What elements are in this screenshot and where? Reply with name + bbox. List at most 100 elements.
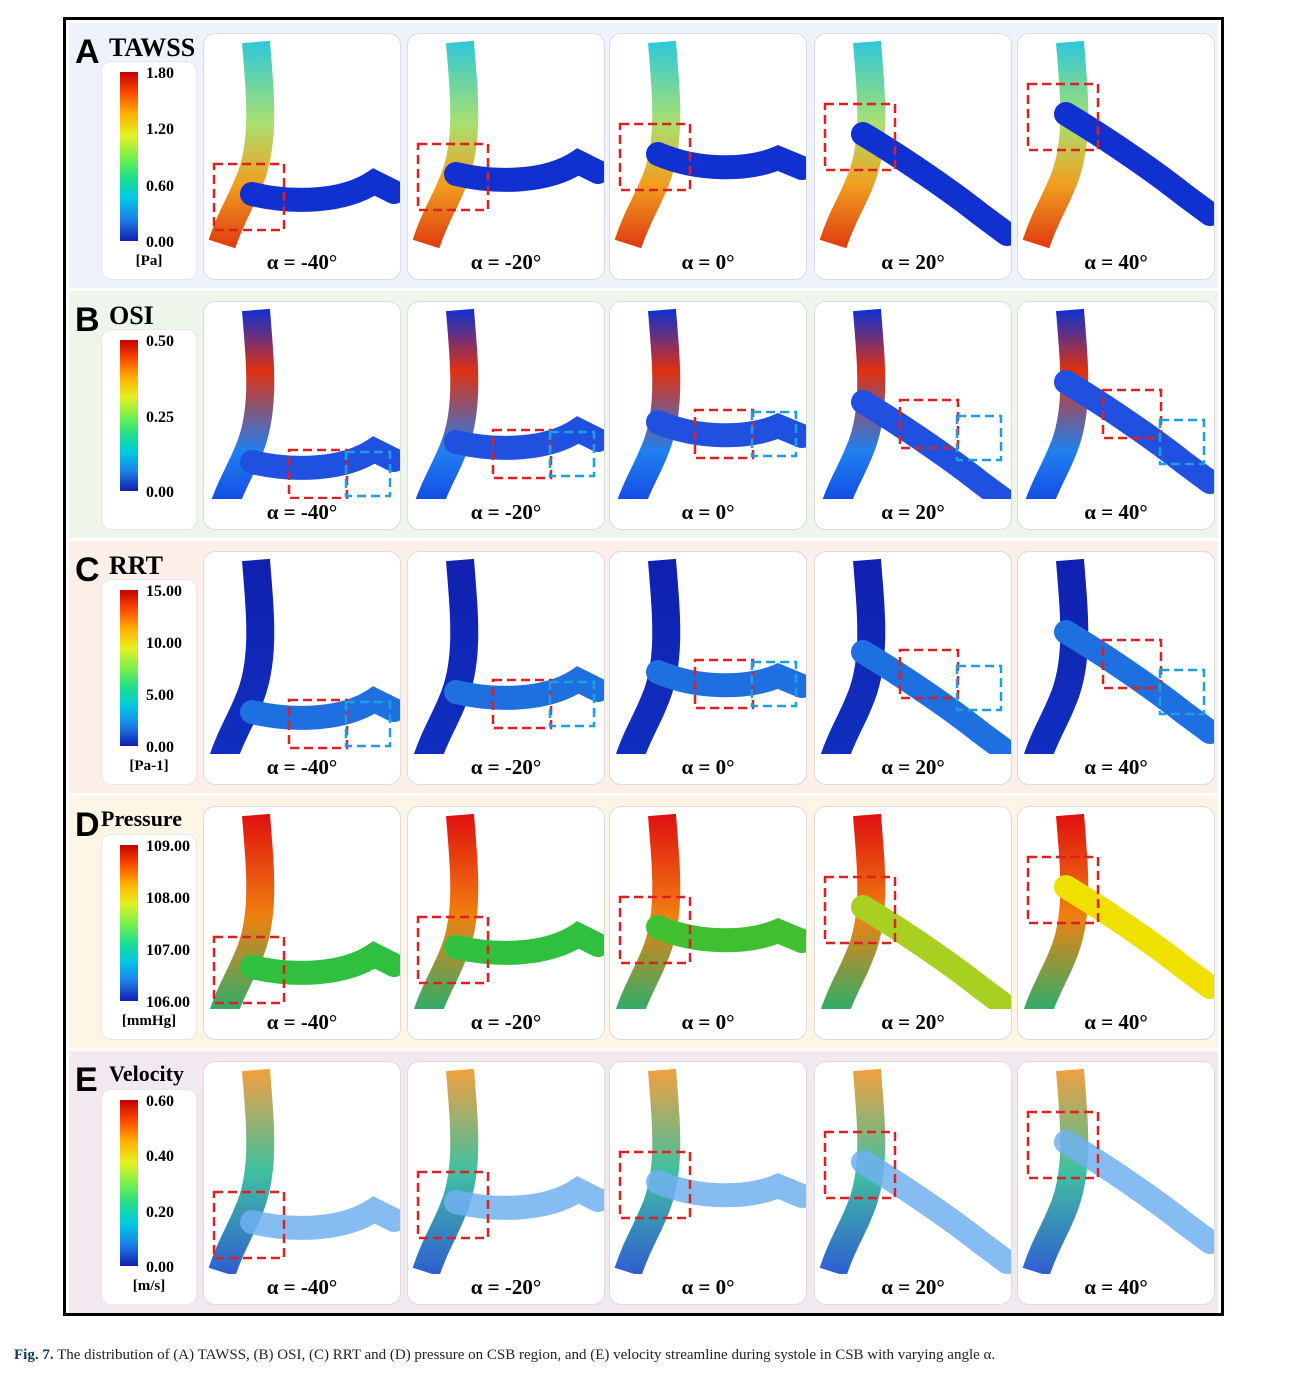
row-letter: B bbox=[75, 301, 100, 339]
main-vessel bbox=[1023, 813, 1089, 1009]
row-e-band: E Velocity 0.60 0.40 0.20 0.00 [m/s] α = -40° α … bbox=[69, 1051, 1218, 1313]
model-panel-e-2: α = 0° bbox=[609, 1061, 807, 1305]
vessel-model-svg bbox=[1023, 813, 1214, 1009]
highlight-box-red bbox=[491, 678, 553, 730]
highlight-box-red bbox=[618, 895, 692, 965]
bypass-branch bbox=[646, 915, 806, 953]
model-panel-c-3: α = 20° bbox=[814, 551, 1012, 785]
vessel-model-svg bbox=[1023, 558, 1214, 754]
bypass-branch bbox=[851, 122, 1011, 246]
angle-label: α = 0° bbox=[681, 1010, 735, 1034]
main-vessel bbox=[209, 558, 275, 754]
model-panel-e-3: α = 20° bbox=[814, 1061, 1012, 1305]
colorbar-tick-label: 0.00 bbox=[146, 234, 174, 251]
vessel-model-svg bbox=[413, 813, 604, 1009]
main-vessel bbox=[412, 1068, 479, 1274]
colorbar-unit: [mmHg] bbox=[121, 1013, 177, 1029]
angle-label: α = 20° bbox=[881, 1275, 945, 1299]
model-panel-d-1: α = -20° bbox=[407, 806, 605, 1040]
model-panel-a-1: α = -20° bbox=[407, 33, 605, 280]
angle-label: α = -20° bbox=[470, 755, 542, 779]
vessel-model-svg bbox=[415, 308, 604, 499]
highlight-box-blue bbox=[548, 430, 596, 478]
main-vessel bbox=[208, 40, 275, 249]
colorbar-legend: 0.60 0.40 0.20 0.00 [m/s] bbox=[101, 1089, 197, 1305]
highlight-box-red bbox=[693, 658, 755, 710]
colorbar bbox=[120, 72, 138, 241]
colorbar-tick-label: 106.00 bbox=[146, 994, 190, 1011]
colorbar-tick-label: 0.00 bbox=[146, 484, 174, 501]
highlight-box-red bbox=[416, 915, 490, 985]
model-panel-e-0: α = -40° bbox=[203, 1061, 401, 1305]
angle-label: α = 0° bbox=[681, 755, 735, 779]
bypass-branch bbox=[1054, 370, 1214, 494]
vessel-model-svg bbox=[1025, 308, 1214, 499]
legend-title: Pressure bbox=[101, 806, 183, 831]
model-panel-d-2: α = 0° bbox=[609, 806, 807, 1040]
angle-label: α = -20° bbox=[470, 250, 542, 274]
angle-label: α = 40° bbox=[1084, 1010, 1148, 1034]
colorbar-tick-label: 0.60 bbox=[146, 1093, 174, 1110]
angle-label: α = 0° bbox=[681, 250, 735, 274]
model-panel-c-2: α = 0° bbox=[609, 551, 807, 785]
bypass-branch bbox=[646, 1170, 806, 1208]
model-panel-b-1: α = -20° bbox=[407, 301, 605, 530]
colorbar-tick-label: 15.00 bbox=[146, 583, 182, 600]
colorbar-tick-label: 108.00 bbox=[146, 890, 190, 907]
vessel-model-svg bbox=[209, 813, 400, 1009]
main-vessel bbox=[1025, 308, 1089, 499]
bypass-branch bbox=[240, 1196, 400, 1240]
colorbar-tick-label: 109.00 bbox=[146, 838, 190, 855]
angle-label: α = 0° bbox=[681, 1275, 735, 1299]
model-panel-e-1: α = -20° bbox=[407, 1061, 605, 1305]
bypass-branch bbox=[1054, 102, 1214, 226]
angle-label: α = -40° bbox=[266, 1010, 338, 1034]
highlight-box-red bbox=[287, 698, 349, 750]
vessel-model-svg bbox=[614, 40, 806, 249]
row-b-band: B OSI 0.50 0.25 0.00 α = -40° α = -20° α = 0° α … bbox=[69, 291, 1218, 538]
colorbar-unit: [m/s] bbox=[132, 1278, 166, 1294]
vessel-model-svg bbox=[615, 813, 806, 1009]
caption-text: The distribution of (A) TAWSS, (B) OSI, … bbox=[53, 1347, 996, 1363]
bypass-branch bbox=[444, 148, 604, 192]
main-vessel bbox=[615, 813, 681, 1009]
highlight-box-red bbox=[1026, 855, 1100, 925]
angle-label: α = -20° bbox=[470, 1010, 542, 1034]
row-letter: E bbox=[75, 1061, 98, 1099]
main-vessel bbox=[413, 813, 479, 1009]
vessel-model-svg bbox=[208, 40, 400, 249]
main-vessel bbox=[614, 40, 681, 249]
vessel-model-svg bbox=[614, 1068, 806, 1274]
colorbar bbox=[120, 340, 138, 491]
model-panel-b-0: α = -40° bbox=[203, 301, 401, 530]
colorbar-tick-label: 0.20 bbox=[146, 1203, 174, 1221]
angle-label: α = -40° bbox=[266, 1275, 338, 1299]
bypass-branch bbox=[240, 686, 400, 730]
legend-title: RRT bbox=[109, 551, 163, 580]
vessel-model-svg bbox=[412, 1068, 604, 1274]
angle-label: α = 20° bbox=[881, 1010, 945, 1034]
bypass-branch bbox=[851, 895, 1011, 1009]
highlight-box-red bbox=[212, 162, 286, 232]
main-vessel bbox=[819, 40, 886, 249]
vessel-model-svg bbox=[822, 308, 1011, 499]
highlight-box-blue bbox=[750, 410, 798, 458]
vessel-model-svg bbox=[1022, 40, 1214, 249]
row-letter: C bbox=[75, 551, 100, 589]
angle-label: α = 40° bbox=[1084, 500, 1148, 524]
colorbar-tick-label: 107.00 bbox=[146, 942, 190, 959]
angle-label: α = 40° bbox=[1084, 1275, 1148, 1299]
model-panel-b-3: α = 20° bbox=[814, 301, 1012, 530]
model-panel-a-0: α = -40° bbox=[203, 33, 401, 280]
bypass-branch bbox=[646, 142, 806, 180]
highlight-box-blue bbox=[344, 700, 392, 748]
vessel-model-svg bbox=[617, 308, 806, 499]
row-letter: A bbox=[75, 33, 100, 71]
colorbar-tick-label: 10.00 bbox=[146, 635, 182, 652]
highlight-box-blue bbox=[955, 414, 1003, 462]
bypass-branch bbox=[1054, 620, 1214, 744]
colorbar-tick-label: 0.25 bbox=[146, 408, 174, 426]
colorbar bbox=[120, 845, 138, 1001]
colorbar bbox=[120, 590, 138, 746]
main-vessel bbox=[615, 558, 681, 754]
